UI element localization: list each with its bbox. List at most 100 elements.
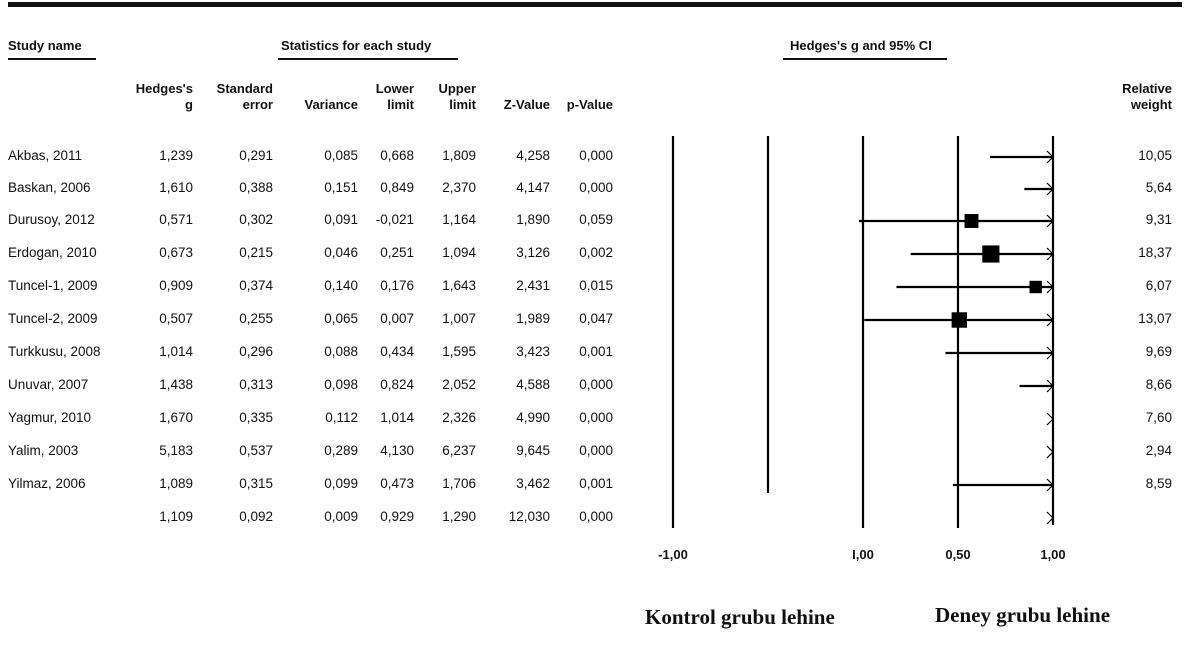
- cell-p: 0,001: [579, 476, 613, 491]
- cell-lower: 0,929: [380, 509, 414, 524]
- cell-upper: 1,290: [442, 509, 476, 524]
- cell-se: 0,296: [239, 344, 273, 359]
- ci-arrow: [1046, 379, 1054, 393]
- cell-z: 4,258: [516, 148, 550, 163]
- cell-lower: 0,007: [380, 311, 414, 326]
- column-header-line: Variance: [304, 97, 359, 112]
- cell-z: 4,588: [516, 377, 550, 392]
- cell-g: 0,571: [159, 212, 193, 227]
- column-header-var: Variance: [268, 97, 359, 113]
- column-header-line: Upper: [438, 81, 476, 96]
- study-name-cell: Unuvar, 2007: [8, 377, 89, 392]
- cell-p: 0,000: [579, 180, 613, 195]
- effect-marker: [964, 214, 979, 228]
- ci-arrow: [1046, 280, 1054, 294]
- cell-p: 0,059: [579, 212, 613, 227]
- cell-lower: 0,176: [380, 278, 414, 293]
- statistics-header: Statistics for each study: [281, 38, 432, 53]
- cell-var: 0,098: [324, 377, 358, 392]
- cell-upper: 2,052: [442, 377, 476, 392]
- column-header-line: Lower: [375, 81, 414, 96]
- effect-marker: [982, 245, 1000, 263]
- column-header-line: limit: [387, 97, 414, 112]
- cell-upper: 1,809: [442, 148, 476, 163]
- cell-var: 0,112: [325, 410, 358, 425]
- cell-z: 1,989: [516, 311, 550, 326]
- study-name-cell: Tuncel-1, 2009: [8, 278, 98, 293]
- column-header-lower: Lower limit: [324, 81, 414, 113]
- cell-se: 0,291: [239, 148, 273, 163]
- cell-g: 1,239: [159, 148, 193, 163]
- column-header-line: limit: [449, 97, 476, 112]
- column-header-se: Standard error: [183, 81, 273, 113]
- ci-arrow: [1046, 214, 1054, 228]
- cell-lower: 0,849: [380, 180, 414, 195]
- column-header-line: Standard: [216, 81, 273, 96]
- cell-relative-weight: 2,94: [1145, 443, 1172, 458]
- study-name-cell: Yalim, 2003: [8, 443, 79, 458]
- cell-z: 2,431: [516, 278, 550, 293]
- control-favor-label: Kontrol grubu lehine: [645, 605, 835, 629]
- cell-se: 0,215: [239, 245, 273, 260]
- cell-var: 0,046: [324, 245, 358, 260]
- cell-var: 0,091: [324, 212, 358, 227]
- summary-arrow: [1046, 511, 1054, 525]
- cell-var: 0,289: [324, 443, 358, 458]
- cell-se: 0,302: [239, 212, 273, 227]
- cell-g: 0,673: [159, 245, 193, 260]
- ci-arrow: [1046, 346, 1054, 360]
- cell-upper: 1,595: [442, 344, 476, 359]
- plot-header: Hedges's g and 95% CI: [790, 38, 932, 53]
- cell-relative-weight: 5,64: [1145, 180, 1172, 195]
- top-rule: [8, 2, 1182, 7]
- ci-arrow: [1046, 182, 1054, 196]
- x-tick-label: 0,50: [945, 547, 970, 562]
- cell-upper: 1,643: [442, 278, 476, 293]
- x-tick-label: -1,00: [658, 547, 688, 562]
- cell-g: 5,183: [159, 443, 193, 458]
- column-header-p: p-Value: [523, 97, 613, 113]
- column-header-upper: Upper limit: [386, 81, 476, 113]
- study-name-cell: Baskan, 2006: [8, 180, 91, 195]
- cell-upper: 1,706: [442, 476, 476, 491]
- cell-relative-weight: 8,59: [1145, 476, 1172, 491]
- cell-upper: 2,370: [442, 180, 476, 195]
- effect-marker: [1029, 280, 1042, 294]
- cell-se: 0,374: [239, 278, 273, 293]
- cell-se: 0,537: [239, 443, 273, 458]
- cell-lower: 1,014: [380, 410, 414, 425]
- column-header-line: Z-Value: [503, 97, 550, 112]
- column-header-relative-weight: Relative weight: [1082, 81, 1172, 113]
- ci-arrow: [1046, 313, 1054, 327]
- cell-p: 0,015: [579, 278, 613, 293]
- cell-var: 0,065: [324, 311, 358, 326]
- cell-z: 3,126: [516, 245, 550, 260]
- column-header-z: Z-Value: [460, 97, 550, 113]
- cell-lower: -0,021: [375, 212, 414, 227]
- ci-arrow: [1046, 150, 1054, 164]
- cell-se: 0,388: [239, 180, 273, 195]
- x-tick-label: 1,00: [1040, 547, 1065, 562]
- study-name-cell: Akbas, 2011: [8, 148, 83, 163]
- cell-p: 0,000: [579, 410, 613, 425]
- study-name-cell: Turkkusu, 2008: [8, 344, 101, 359]
- cell-upper: 1,094: [442, 245, 476, 260]
- cell-z: 3,423: [516, 344, 550, 359]
- cell-g: 1,014: [159, 344, 193, 359]
- cell-se: 0,092: [239, 509, 273, 524]
- study-name-cell: Tuncel-2, 2009: [8, 311, 98, 326]
- cell-lower: 0,824: [380, 377, 414, 392]
- cell-g: 1,438: [159, 377, 193, 392]
- cell-p: 0,000: [579, 377, 613, 392]
- study-name-cell: Erdogan, 2010: [8, 245, 97, 260]
- cell-relative-weight: 18,37: [1138, 245, 1172, 260]
- cell-relative-weight: 10,05: [1138, 148, 1172, 163]
- cell-relative-weight: 9,31: [1145, 212, 1172, 227]
- cell-g: 1,610: [159, 180, 193, 195]
- cell-se: 0,313: [239, 377, 273, 392]
- cell-var: 0,140: [324, 278, 358, 293]
- cell-z: 3,462: [516, 476, 550, 491]
- column-header-line: Hedges's: [135, 81, 193, 96]
- cell-upper: 2,326: [442, 410, 476, 425]
